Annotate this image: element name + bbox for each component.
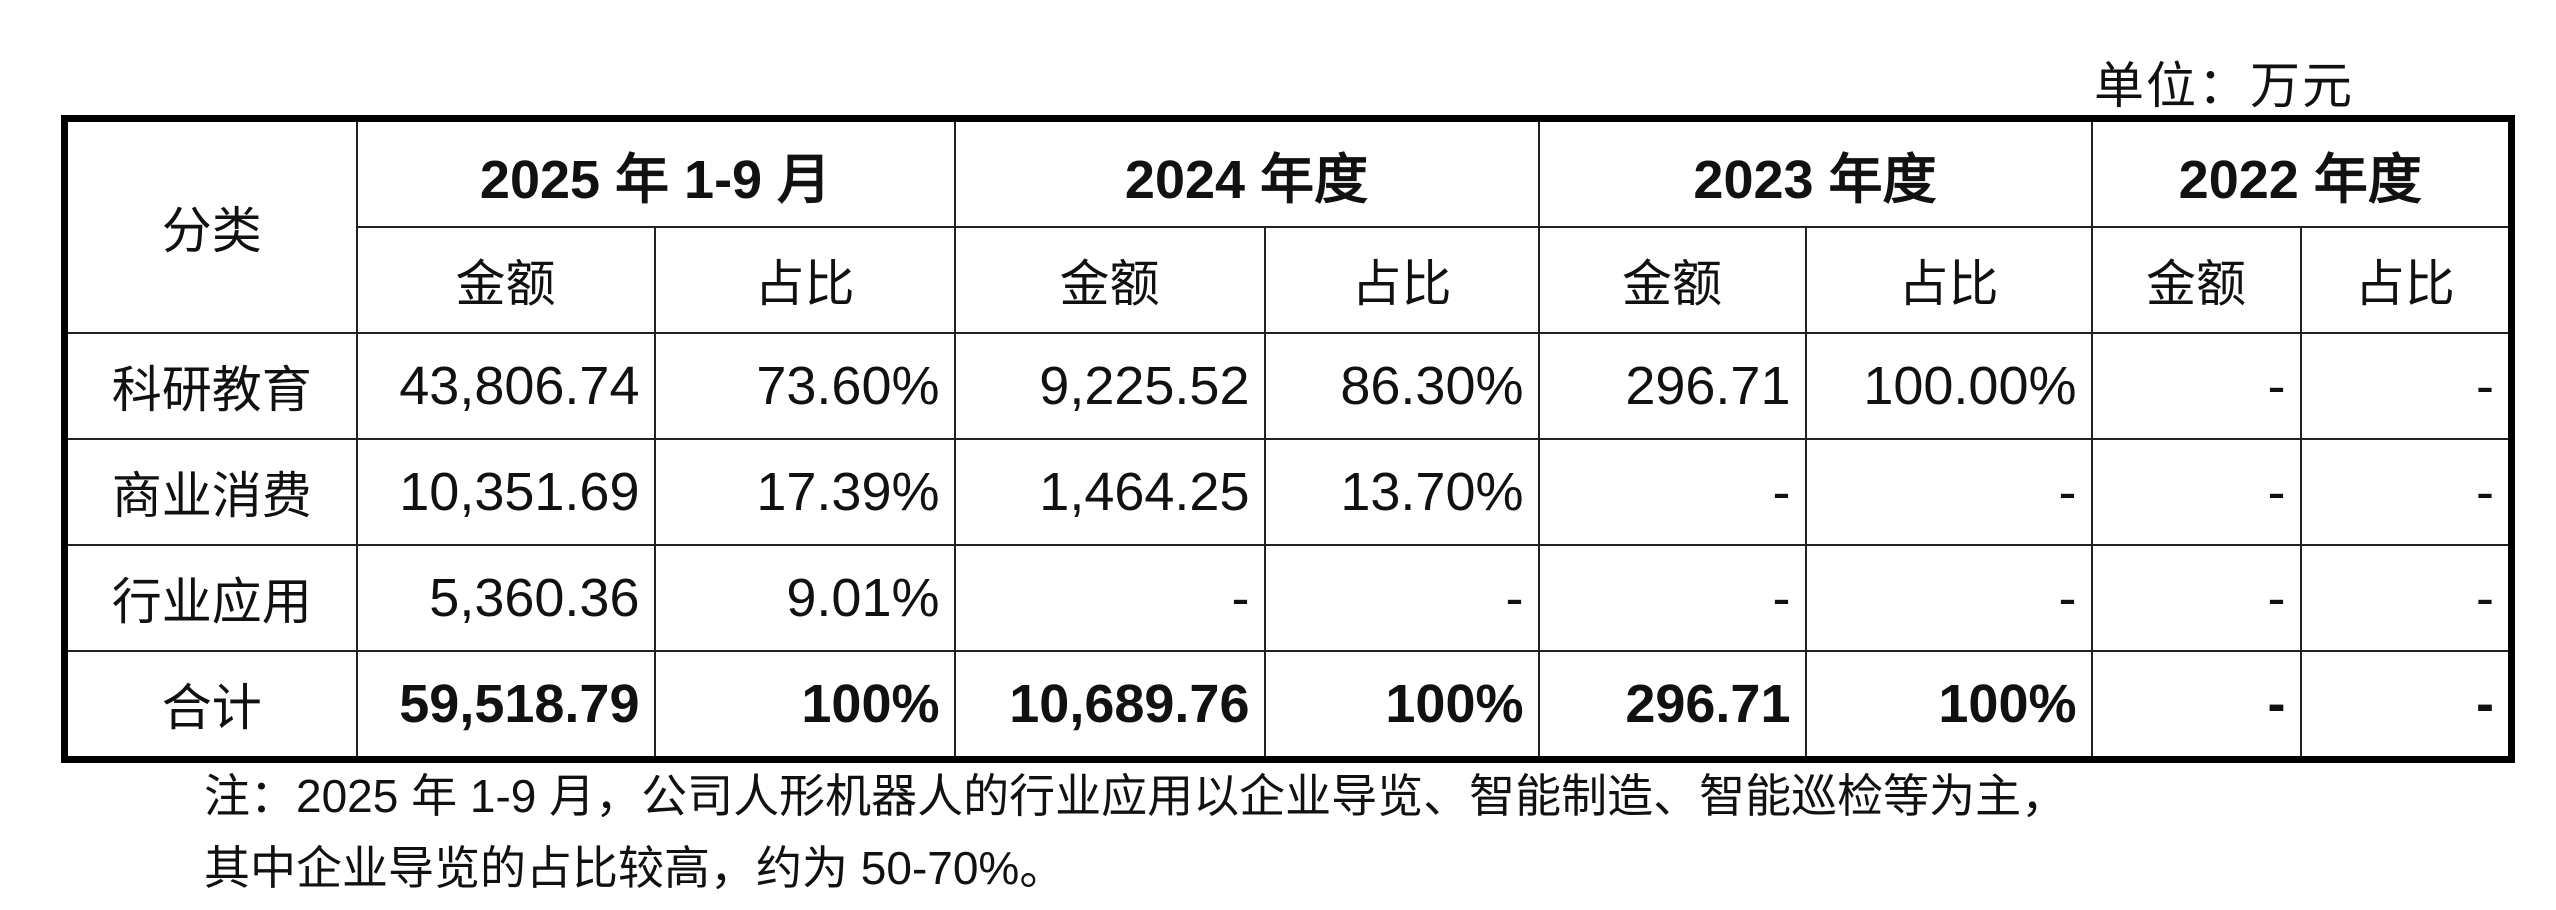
table-row: 行业应用 5,360.36 9.01% - - - - - -: [63, 544, 2513, 652]
footnote-line-1: 注：2025 年 1-9 月，公司人形机器人的行业应用以企业导览、智能制造、智能…: [204, 770, 2068, 822]
header-amount: 金额: [1537, 226, 1807, 334]
ratio-cell: 9.01%: [653, 544, 956, 652]
ratio-cell: -: [2299, 332, 2513, 440]
category-cell: 科研教育: [63, 332, 358, 440]
header-period: 2023 年度: [1537, 117, 2093, 228]
header-period: 2022 年度: [2090, 117, 2513, 228]
ratio-cell: 17.39%: [653, 438, 956, 546]
amount-cell: 1,464.25: [953, 438, 1266, 546]
header-row-periods: 分类 2025 年 1-9 月 2024 年度 2023 年度 2022 年度: [63, 117, 2513, 334]
ratio-cell: 100.00%: [1804, 332, 2093, 440]
unit-label: 单位：万元: [2094, 57, 2354, 115]
category-cell: 商业消费: [63, 438, 358, 546]
amount-cell: -: [2090, 438, 2302, 546]
amount-cell: 9,225.52: [953, 332, 1266, 440]
amount-cell: 10,351.69: [355, 438, 656, 546]
header-period: 2025 年 1-9 月: [355, 117, 956, 228]
total-row: 合计 59,518.79 100% 10,689.76 100% 296.71 100% - -: [63, 650, 2513, 761]
amount-cell: 296.71: [1537, 332, 1807, 440]
header-ratio: 占比: [1804, 226, 2093, 334]
category-cell: 行业应用: [63, 544, 358, 652]
header-period: 2024 年度: [953, 117, 1540, 228]
amount-cell: -: [953, 544, 1266, 652]
header-ratio: 占比: [1263, 226, 1540, 334]
ratio-cell: -: [1263, 544, 1540, 652]
footnote-line-2: 其中企业导览的占比较高，约为 50-70%。: [204, 842, 1066, 894]
header-row-metrics: 金额 占比 金额 占比 金额 占比 金额 占比: [65, 226, 2513, 334]
category-cell: 合计: [63, 650, 358, 761]
ratio-cell: 100%: [1804, 650, 2093, 761]
header-amount: 金额: [355, 226, 656, 334]
ratio-cell: 100%: [653, 650, 956, 761]
amount-cell: -: [2090, 544, 2302, 652]
amount-cell: -: [1537, 544, 1807, 652]
revenue-by-category-table: 分类 2025 年 1-9 月 2024 年度 2023 年度 2022 年度 …: [61, 115, 2515, 763]
ratio-cell: 13.70%: [1263, 438, 1540, 546]
ratio-cell: 73.60%: [653, 332, 956, 440]
amount-cell: -: [1537, 438, 1807, 546]
ratio-cell: -: [2299, 650, 2513, 761]
header-amount: 金额: [953, 226, 1266, 334]
ratio-cell: -: [2299, 544, 2513, 652]
table-row: 科研教育 43,806.74 73.60% 9,225.52 86.30% 296.71 1…: [63, 332, 2513, 440]
amount-cell: 10,689.76: [953, 650, 1266, 761]
amount-cell: 296.71: [1537, 650, 1807, 761]
amount-cell: 5,360.36: [355, 544, 656, 652]
header-ratio: 占比: [2299, 226, 2513, 334]
header-category: 分类: [63, 117, 358, 334]
ratio-cell: 86.30%: [1263, 332, 1540, 440]
ratio-cell: 100%: [1263, 650, 1540, 761]
ratio-cell: -: [1804, 438, 2093, 546]
header-amount: 金额: [2090, 226, 2302, 334]
table-row: 商业消费 10,351.69 17.39% 1,464.25 13.70% - - - -: [63, 438, 2513, 546]
ratio-cell: -: [2299, 438, 2513, 546]
amount-cell: -: [2090, 650, 2302, 761]
amount-cell: 59,518.79: [355, 650, 656, 761]
amount-cell: 43,806.74: [355, 332, 656, 440]
amount-cell: -: [2090, 332, 2302, 440]
header-ratio: 占比: [653, 226, 956, 334]
ratio-cell: -: [1804, 544, 2093, 652]
